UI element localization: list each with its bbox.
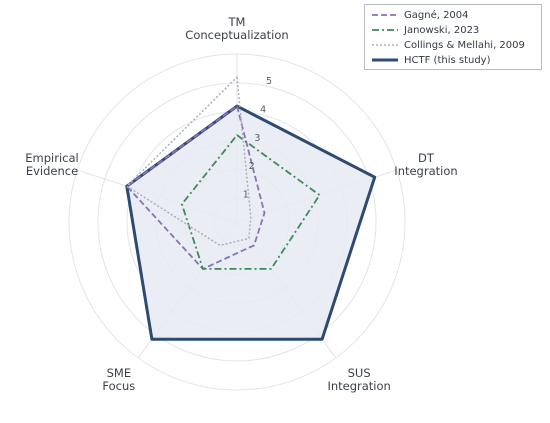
legend-label-hctf: HCTF (this study)	[404, 54, 491, 66]
r-tick-label-3: 3	[254, 133, 260, 144]
axis-label-1: TM Conceptualization	[185, 15, 288, 42]
legend-swatch-gagne	[372, 14, 398, 16]
chart-legend: Gagné, 2004 Janowski, 2023 Collings & Me…	[364, 4, 542, 70]
series-2-polygon	[180, 134, 321, 270]
axis-label-2: DT Integration	[394, 151, 457, 178]
r-tick-label-5: 5	[266, 76, 272, 87]
series-3-polygon	[126, 76, 252, 247]
legend-swatch-collings	[372, 44, 398, 46]
r-tick-label-2: 2	[249, 161, 255, 172]
axis-label-3: SUS Integration	[327, 366, 390, 393]
axis-label-5: Empirical Evidence	[25, 151, 78, 178]
series-4-polygon	[125, 104, 377, 341]
legend-item-collings: Collings & Mellahi, 2009	[371, 38, 525, 52]
legend-label-gagne: Gagné, 2004	[404, 9, 469, 21]
legend-item-janowski: Janowski, 2023	[371, 23, 479, 37]
legend-label-janowski: Janowski, 2023	[404, 24, 480, 36]
legend-swatch-janowski	[372, 29, 398, 31]
series-1-polygon	[125, 105, 266, 270]
legend-item-hctf: HCTF (this study)	[371, 53, 491, 67]
legend-label-collings: Collings & Mellahi, 2009	[404, 39, 525, 51]
axis-label-4: SME Focus	[102, 366, 135, 393]
legend-swatch-hctf	[372, 58, 398, 62]
legend-item-gagne: Gagné, 2004	[371, 8, 469, 22]
r-tick-label-4: 4	[260, 104, 266, 115]
r-tick-label-1: 1	[243, 190, 249, 201]
